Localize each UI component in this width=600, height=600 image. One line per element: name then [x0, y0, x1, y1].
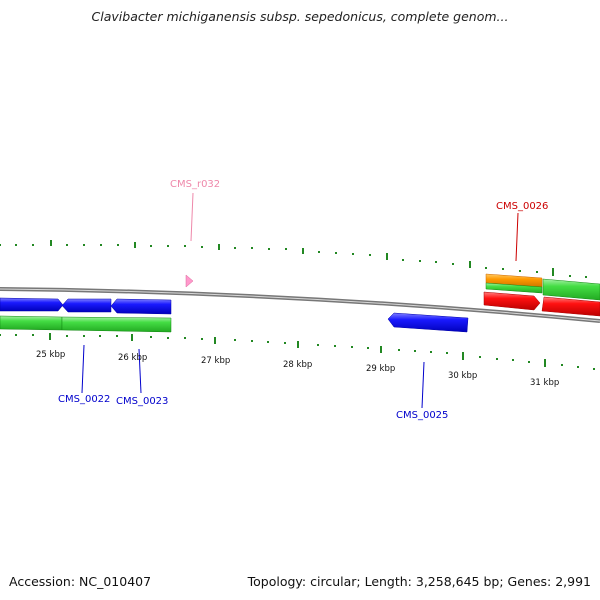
rna-feature-cms-r032[interactable] — [185, 274, 194, 288]
scale-label: 25 kbp — [36, 350, 65, 360]
cds-arrow[interactable] — [0, 315, 63, 331]
accession-label: Accession: NC_010407 — [9, 574, 152, 589]
cds-arrow[interactable] — [61, 298, 112, 313]
leader-cms-0026 — [515, 212, 519, 262]
cds-red-right[interactable] — [541, 296, 600, 317]
gene-label-cms-0023[interactable]: CMS_0023 — [116, 396, 168, 407]
scale-label: 27 kbp — [201, 356, 230, 366]
leader-cms-r032 — [190, 192, 194, 242]
scale-label: 26 kbp — [118, 353, 147, 363]
gene-label-cms-0026[interactable]: CMS_0026 — [496, 201, 548, 212]
cds-arrow[interactable] — [61, 316, 172, 333]
gene-label-cms-r032[interactable]: CMS_r032 — [170, 179, 220, 190]
genome-summary: Topology: circular; Length: 3,258,645 bp… — [247, 574, 591, 589]
upper-ticks — [0, 240, 587, 278]
cds-green-right-small[interactable] — [485, 282, 543, 294]
cds-arrow[interactable] — [110, 298, 172, 315]
cds-red-cms-0026[interactable] — [483, 291, 541, 311]
map-title: Clavibacter michiganensis subsp. sepedon… — [91, 9, 509, 24]
leader-cms-0022 — [81, 344, 85, 394]
genome-backbone-highlight — [0, 288, 600, 322]
gene-label-cms-0025[interactable]: CMS_0025 — [396, 410, 448, 421]
gene-label-cms-0022[interactable]: CMS_0022 — [58, 394, 110, 405]
lower-ticks — [0, 333, 595, 370]
cds-green-right[interactable] — [542, 278, 600, 301]
scale-label: 29 kbp — [366, 364, 395, 374]
leader-cms-0023 — [138, 348, 142, 394]
scale-label: 31 kbp — [530, 378, 559, 388]
scale-label: 30 kbp — [448, 371, 477, 381]
leader-cms-0025 — [421, 361, 425, 409]
cds-green-left — [0, 315, 172, 333]
cds-arrow[interactable] — [0, 297, 64, 312]
cds-cms-0025[interactable] — [387, 312, 469, 333]
scale-labels: 25 kbp 26 kbp 27 kbp 28 kbp 29 kbp 30 kb… — [36, 350, 559, 388]
cds-forward-left — [0, 297, 172, 315]
scale-label: 28 kbp — [283, 360, 312, 370]
